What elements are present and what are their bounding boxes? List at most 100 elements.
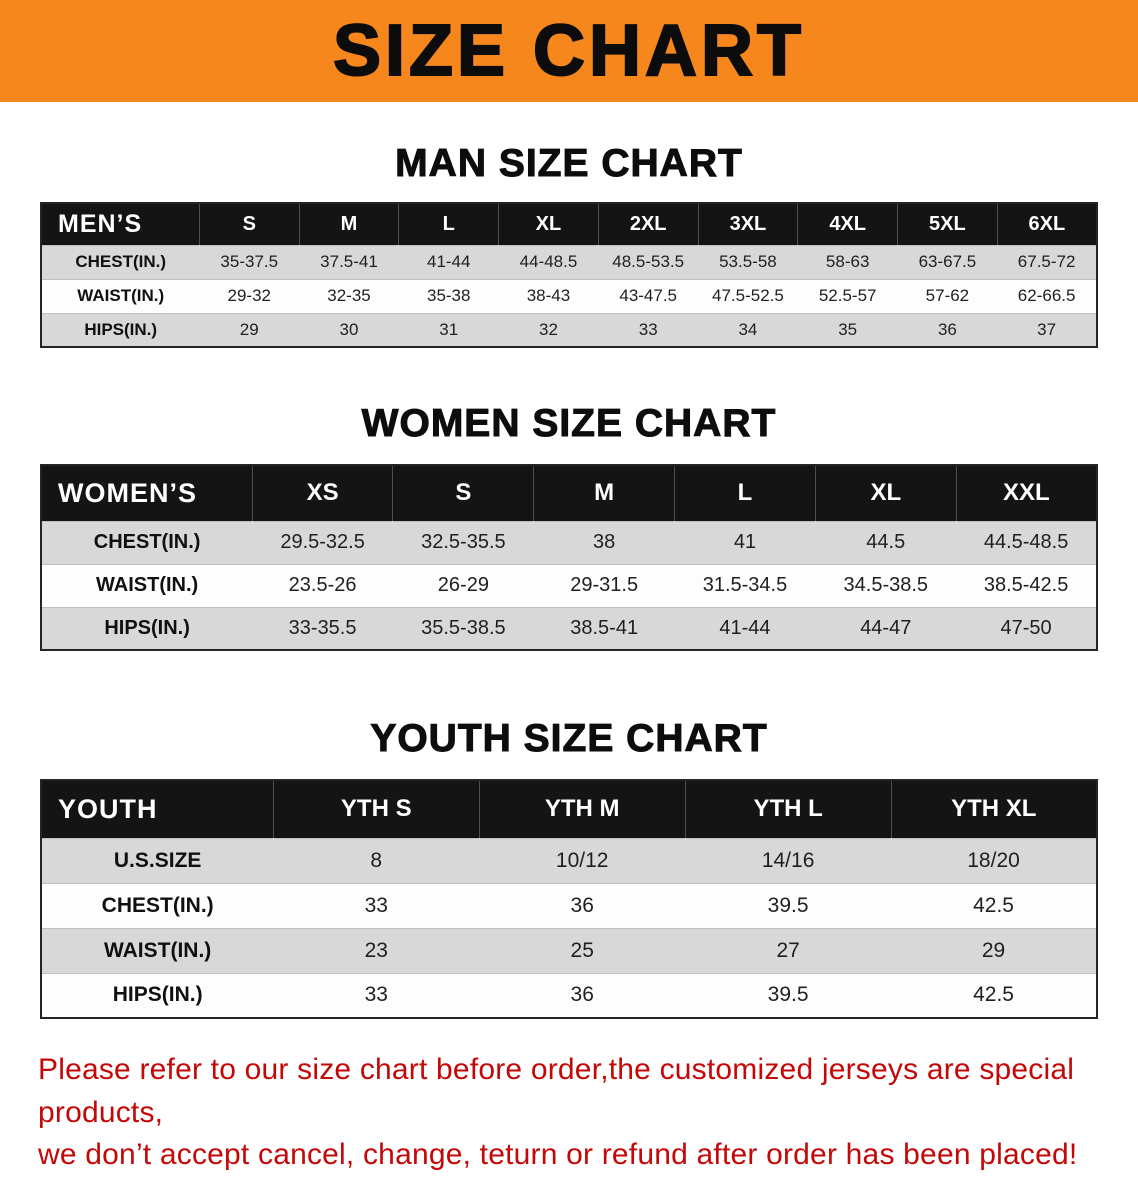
value-cell: 25 <box>479 927 686 973</box>
men-size-section: MAN SIZE CHART MEN’S S M L XL 2XL 3XL 4XL 5XL 6XL… <box>0 142 1138 348</box>
size-header-cell: 3XL <box>697 203 798 245</box>
size-header-cell: M <box>533 465 675 521</box>
value-cell: 36 <box>897 312 998 347</box>
value-cell: 32 <box>498 312 599 347</box>
footer-note: Please refer to our size chart before or… <box>38 1049 1100 1177</box>
size-header-cell: M <box>298 203 399 245</box>
youth-size-table: YOUTH YTH S YTH M YTH L YTH XL U.S.SIZE 8 10/12… <box>40 779 1098 1019</box>
value-cell: 53.5-58 <box>698 244 798 279</box>
table-row: WAIST(IN.) 23 25 27 29 <box>41 927 1097 973</box>
size-header-cell: 2XL <box>597 203 699 245</box>
row-label-cell: WAIST(IN.) <box>41 563 253 607</box>
women-size-section: WOMEN SIZE CHART WOMEN’S XS S M L XL XXL CHEST(… <box>0 402 1138 651</box>
value-cell: 33 <box>273 882 480 928</box>
row-label-cell: HIPS(IN.) <box>41 606 253 650</box>
value-cell: 33 <box>598 312 699 347</box>
size-header-cell: 5XL <box>897 203 998 245</box>
value-cell: 29 <box>199 312 300 347</box>
value-cell: 43-47.5 <box>598 278 699 313</box>
table-header-row: MEN’S S M L XL 2XL 3XL 4XL 5XL 6XL <box>41 203 1097 245</box>
size-header-cell: XS <box>251 465 393 521</box>
value-cell: 29-32 <box>199 278 300 313</box>
page-title: SIZE CHART <box>332 10 805 92</box>
size-header-cell: XXL <box>955 465 1097 521</box>
value-cell: 29 <box>891 927 1097 973</box>
row-label-cell: U.S.SIZE <box>41 837 274 883</box>
value-cell: 32.5-35.5 <box>392 520 534 564</box>
value-cell: 44-48.5 <box>498 244 599 279</box>
table-row: HIPS(IN.) 33 36 39.5 42.5 <box>41 972 1097 1018</box>
value-cell: 35.5-38.5 <box>392 606 534 650</box>
banner: SIZE CHART <box>0 0 1138 102</box>
value-cell: 42.5 <box>891 972 1097 1018</box>
men-size-table: MEN’S S M L XL 2XL 3XL 4XL 5XL 6XL CHEST(IN.) 35-37… <box>40 202 1098 348</box>
value-cell: 29-31.5 <box>533 563 675 607</box>
table-row: U.S.SIZE 8 10/12 14/16 18/20 <box>41 837 1097 883</box>
value-cell: 47-50 <box>956 606 1097 650</box>
value-cell: 31 <box>398 312 499 347</box>
value-cell: 14/16 <box>685 837 892 883</box>
table-header-row: WOMEN’S XS S M L XL XXL <box>41 465 1097 521</box>
size-header-cell: XL <box>498 203 599 245</box>
size-header-cell: XL <box>814 465 957 521</box>
row-label-cell: CHEST(IN.) <box>41 882 274 928</box>
value-cell: 23 <box>273 927 480 973</box>
table-row: CHEST(IN.) 29.5-32.5 32.5-35.5 38 41 44.5 44.5… <box>41 520 1097 564</box>
size-header-cell: YTH M <box>478 780 686 838</box>
value-cell: 57-62 <box>897 278 998 313</box>
size-header-cell: YTH XL <box>890 780 1097 838</box>
footer-line-2: we don’t accept cancel, change, teturn o… <box>38 1138 1078 1172</box>
value-cell: 33-35.5 <box>252 606 393 650</box>
value-cell: 18/20 <box>891 837 1097 883</box>
value-cell: 37 <box>997 312 1097 347</box>
value-cell: 36 <box>479 972 686 1018</box>
value-cell: 30 <box>299 312 399 347</box>
value-cell: 62-66.5 <box>997 278 1097 313</box>
row-label-cell: HIPS(IN.) <box>41 312 200 347</box>
value-cell: 27 <box>685 927 892 973</box>
table-header-row: YOUTH YTH S YTH M YTH L YTH XL <box>41 780 1097 838</box>
value-cell: 37.5-41 <box>299 244 399 279</box>
size-header-cell: YTH L <box>684 780 892 838</box>
row-label-cell: CHEST(IN.) <box>41 520 253 564</box>
row-label-cell: HIPS(IN.) <box>41 972 274 1018</box>
size-header-cell: 6XL <box>996 203 1097 245</box>
value-cell: 41-44 <box>674 606 816 650</box>
value-cell: 41-44 <box>398 244 499 279</box>
youth-size-section: YOUTH SIZE CHART YOUTH YTH S YTH M YTH L YTH… <box>0 717 1138 1019</box>
table-title-cell: MEN’S <box>41 203 200 245</box>
women-section-heading: WOMEN SIZE CHART <box>361 402 777 446</box>
table-title-cell: WOMEN’S <box>41 465 253 521</box>
value-cell: 38 <box>533 520 675 564</box>
size-header-cell: 4XL <box>797 203 898 245</box>
table-row: WAIST(IN.) 23.5-26 26-29 29-31.5 31.5-34.5 34… <box>41 563 1097 607</box>
size-header-cell: S <box>198 203 300 245</box>
value-cell: 33 <box>273 972 480 1018</box>
value-cell: 67.5-72 <box>997 244 1097 279</box>
size-header-cell: YTH S <box>272 780 480 838</box>
size-header-cell: S <box>392 465 534 521</box>
value-cell: 39.5 <box>685 882 892 928</box>
youth-section-heading: YOUTH SIZE CHART <box>370 717 768 761</box>
table-row: CHEST(IN.) 35-37.5 37.5-41 41-44 44-48.5 48.5… <box>41 244 1097 279</box>
table-row: CHEST(IN.) 33 36 39.5 42.5 <box>41 882 1097 928</box>
row-label-cell: CHEST(IN.) <box>41 244 200 279</box>
value-cell: 52.5-57 <box>797 278 898 313</box>
value-cell: 32-35 <box>299 278 399 313</box>
row-label-cell: WAIST(IN.) <box>41 927 274 973</box>
table-row: HIPS(IN.) 29 30 31 32 33 34 35 36 37 <box>41 312 1097 347</box>
size-header-cell: L <box>674 465 816 521</box>
value-cell: 48.5-53.5 <box>598 244 699 279</box>
value-cell: 44.5 <box>815 520 957 564</box>
table-row: HIPS(IN.) 33-35.5 35.5-38.5 38.5-41 41-44 44-… <box>41 606 1097 650</box>
value-cell: 42.5 <box>891 882 1097 928</box>
value-cell: 58-63 <box>797 244 898 279</box>
value-cell: 34 <box>698 312 798 347</box>
value-cell: 39.5 <box>685 972 892 1018</box>
row-label-cell: WAIST(IN.) <box>41 278 200 313</box>
value-cell: 44-47 <box>815 606 957 650</box>
men-section-heading: MAN SIZE CHART <box>395 142 743 186</box>
value-cell: 35-38 <box>398 278 499 313</box>
women-size-table: WOMEN’S XS S M L XL XXL CHEST(IN.) 29.5-32.5 32.5… <box>40 464 1098 651</box>
